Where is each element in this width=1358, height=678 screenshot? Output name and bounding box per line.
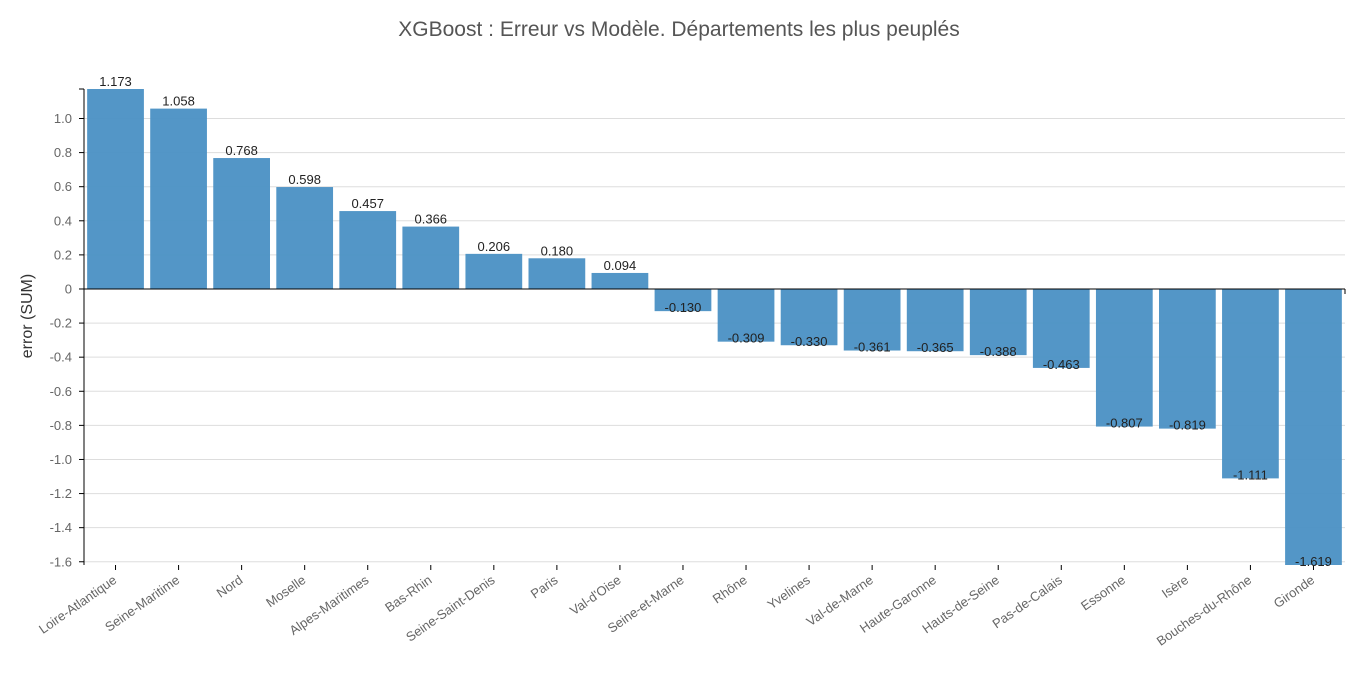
x-tick-label: Bas-Rhin (382, 572, 434, 615)
bar[interactable] (276, 187, 334, 289)
y-tick-label: -1.0 (50, 452, 72, 467)
y-tick-label: 0 (65, 281, 72, 296)
bar-value-label: -0.330 (791, 334, 828, 349)
y-tick-label: -0.2 (50, 316, 72, 331)
y-tick-label: 0.4 (54, 213, 72, 228)
y-tick-label: -1.4 (50, 520, 72, 535)
bar-value-label: 0.206 (478, 239, 511, 254)
bar-value-label: -1.111 (1233, 467, 1268, 482)
bar[interactable] (654, 288, 712, 312)
bar[interactable] (465, 253, 523, 289)
bar-value-label: -0.463 (1043, 357, 1080, 372)
x-tick-label: Nord (214, 572, 246, 600)
label-layer: 1.173 1.058 0.768 0.598 0.457 0.366 0.206 0.180… (99, 74, 1332, 569)
grid-layer (84, 117, 1345, 563)
y-tick-label: 0.2 (54, 247, 72, 262)
x-tick-label: Essonne (1078, 572, 1128, 613)
y-tick-label: -0.6 (50, 384, 72, 399)
bar-value-label: 0.180 (541, 243, 574, 258)
bar-value-label: -0.130 (665, 300, 702, 315)
bar-value-label: -0.365 (917, 340, 954, 355)
y-tick-label: 0.6 (54, 179, 72, 194)
bar-value-label: -0.819 (1169, 418, 1206, 433)
bar-value-label: -0.361 (854, 340, 891, 355)
bar-value-label: 1.173 (99, 74, 132, 89)
chart-title: XGBoost : Erreur vs Modèle. Départements… (398, 18, 960, 41)
bar-value-label: 0.598 (288, 172, 321, 187)
bar[interactable] (150, 108, 207, 289)
x-tick-label: Isère (1159, 572, 1191, 601)
y-tick-label: -1.2 (50, 486, 72, 501)
bar[interactable] (591, 272, 649, 289)
bar[interactable] (213, 158, 270, 289)
bar-value-label: 0.094 (604, 258, 637, 273)
y-axis-title: error (SUM) (19, 274, 36, 358)
bar[interactable] (528, 258, 586, 289)
bar-value-label: -0.807 (1106, 416, 1143, 431)
bar[interactable] (1095, 288, 1153, 427)
bar-value-label: -1.619 (1295, 554, 1332, 569)
x-tick-label: Yvelines (765, 572, 814, 612)
x-tick-label: Rhône (710, 572, 750, 606)
bar[interactable] (87, 89, 144, 289)
bar-value-label: -0.309 (728, 331, 765, 346)
y-tick-label: -0.4 (50, 350, 72, 365)
bar-layer (87, 89, 1342, 565)
bar-value-label: 1.058 (162, 94, 195, 109)
y-tick-label: 0.8 (54, 145, 72, 160)
x-tick-label: Val-d'Oise (567, 572, 624, 618)
y-tick-label: -1.6 (50, 554, 72, 569)
bar[interactable] (780, 288, 838, 346)
bar[interactable] (402, 226, 460, 289)
x-tick-label: Pas-de-Calais (990, 572, 1066, 631)
bar[interactable] (843, 288, 901, 351)
bar-value-label: -0.388 (980, 344, 1017, 359)
y-tick-label: 1.0 (54, 111, 72, 126)
bar[interactable] (717, 288, 775, 342)
bar-value-label: 0.768 (225, 143, 258, 158)
bar[interactable] (339, 211, 397, 289)
bar[interactable] (1285, 288, 1342, 565)
bar[interactable] (1032, 288, 1090, 368)
x-tick-label: Gironde (1271, 572, 1317, 611)
bar[interactable] (1159, 288, 1216, 429)
x-tick-label: Paris (528, 572, 561, 602)
bar[interactable] (906, 288, 964, 352)
bar[interactable] (1222, 288, 1279, 479)
x-tick-label: Moselle (263, 572, 308, 610)
y-tick-label: -0.8 (50, 418, 72, 433)
bar[interactable] (969, 288, 1027, 356)
bar-value-label: 0.366 (415, 212, 448, 227)
bar-value-label: 0.457 (351, 196, 384, 211)
